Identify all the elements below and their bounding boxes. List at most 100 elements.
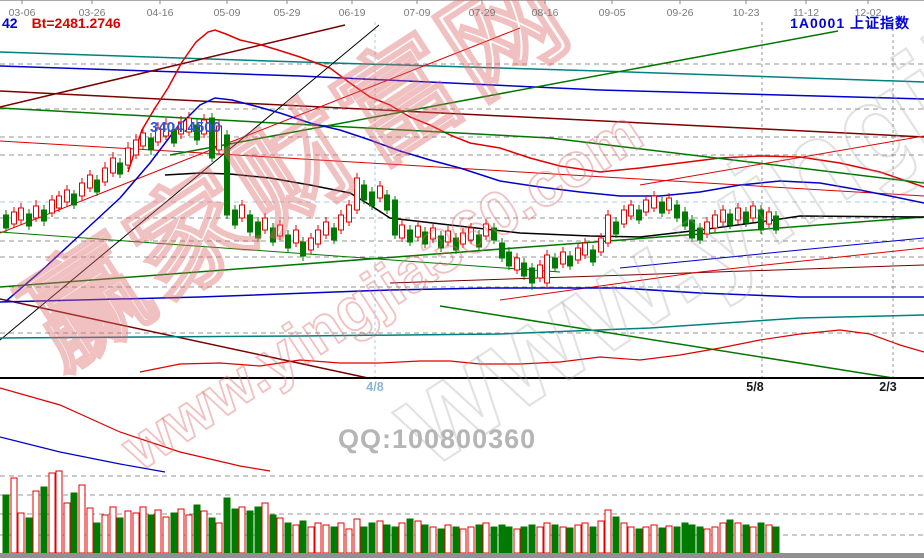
- candle-body: [194, 124, 200, 141]
- candle-body: [201, 119, 207, 135]
- gann-blue-rise: [619, 237, 924, 269]
- volume-bar: [147, 514, 155, 554]
- gann-red-rise-left: [0, 27, 521, 234]
- volume-bar: [513, 528, 521, 554]
- candle-body: [262, 217, 268, 231]
- candle-body: [255, 221, 261, 239]
- date-label: 11-12: [793, 7, 819, 19]
- candle-body: [178, 121, 184, 135]
- candle-body: [209, 117, 215, 159]
- candle-body: [636, 209, 642, 221]
- candle-body: [689, 219, 695, 239]
- candle-body: [293, 229, 299, 244]
- volume-bar: [528, 524, 536, 554]
- candle-body: [727, 213, 733, 226]
- candle-body: [102, 167, 108, 183]
- candle-body: [338, 214, 344, 231]
- volume-bar: [55, 470, 63, 554]
- candle-body: [567, 255, 573, 267]
- volume-bar: [467, 526, 475, 554]
- gann-red-rise-right: [499, 247, 924, 301]
- candle-body: [171, 129, 177, 144]
- volume-bar: [620, 522, 628, 554]
- volume-bar: [490, 526, 498, 554]
- candle-body: [529, 267, 535, 284]
- date-label: 03-26: [79, 7, 106, 19]
- candle-body: [514, 257, 520, 271]
- candle-body: [346, 204, 352, 223]
- candle-body: [79, 182, 85, 197]
- candle-body: [232, 209, 238, 226]
- date-label: 12-02: [855, 7, 882, 19]
- volume-bar: [177, 508, 185, 554]
- candlesticks: [3, 112, 779, 290]
- date-label: 08-16: [532, 7, 559, 19]
- gann-fraction-label: 5/8: [746, 380, 763, 394]
- candle-body: [575, 247, 581, 261]
- candle-body: [56, 195, 62, 209]
- volume-bar: [299, 520, 307, 554]
- volume-bar: [681, 522, 689, 554]
- volume-bar: [444, 524, 452, 554]
- volume-pane: [0, 470, 924, 558]
- volume-bar: [391, 526, 399, 554]
- volume-bar: [101, 514, 109, 554]
- volume-bar: [246, 510, 254, 554]
- candle-body: [628, 204, 634, 217]
- volume-bar: [482, 522, 490, 554]
- volume-bar: [574, 524, 582, 554]
- candle-body: [590, 249, 596, 263]
- symbol-title: 1A0001 上证指数: [790, 13, 910, 33]
- gann-green-fall-mid: [0, 231, 561, 273]
- volume-bar: [437, 528, 445, 554]
- candle-body: [148, 137, 154, 151]
- candle-body: [140, 132, 146, 147]
- volume-bar: [353, 518, 361, 554]
- candle-body: [758, 209, 764, 231]
- volume-bar: [17, 512, 25, 554]
- volume-bar: [231, 508, 239, 554]
- volume-bar: [604, 509, 612, 554]
- gann-count: 42: [2, 15, 18, 31]
- volume-bar: [772, 526, 780, 554]
- volume-bar: [406, 518, 414, 554]
- volume-bar: [109, 506, 117, 554]
- header-left: 42 Bt=2481.2746: [2, 15, 121, 31]
- candle-body: [270, 227, 276, 243]
- volume-bar: [32, 490, 40, 554]
- candle-body: [41, 209, 47, 222]
- candle-body: [277, 224, 283, 237]
- ma-red-curve: [127, 29, 924, 188]
- candle-body: [163, 123, 169, 137]
- volume-bar: [322, 524, 330, 554]
- date-label: 06-19: [339, 7, 366, 19]
- ma-blue-flat: [0, 287, 924, 303]
- date-label: 07-29: [469, 7, 496, 19]
- volume-bar: [10, 477, 18, 554]
- symbol-name: 上证指数: [850, 15, 910, 31]
- candle-body: [399, 224, 405, 239]
- chart-labels: 03-06 03-26 04-16 05-09 05-29 06-19 07-09 07-29…: [9, 7, 897, 394]
- candle-body: [704, 221, 710, 235]
- candle-body: [11, 211, 17, 225]
- volume-bar: [292, 524, 300, 554]
- date-label: 05-29: [274, 7, 301, 19]
- candle-body: [133, 139, 139, 156]
- candle-body: [720, 209, 726, 223]
- ma-red-low-left: [0, 387, 271, 472]
- volume-bar: [711, 526, 719, 554]
- candle-body: [224, 134, 230, 216]
- candle-body: [71, 193, 77, 206]
- candle-body: [308, 237, 314, 251]
- date-label: 09-05: [599, 7, 626, 19]
- gann-maroon-shallow: [389, 264, 924, 284]
- candle-body: [422, 231, 428, 245]
- volume-bar: [757, 522, 765, 554]
- volume-bar: [116, 517, 124, 554]
- candle-body: [354, 177, 360, 211]
- volume-bar: [627, 526, 635, 554]
- volume-bar: [368, 522, 376, 554]
- volume-bar: [139, 506, 147, 554]
- candle-body: [560, 251, 566, 265]
